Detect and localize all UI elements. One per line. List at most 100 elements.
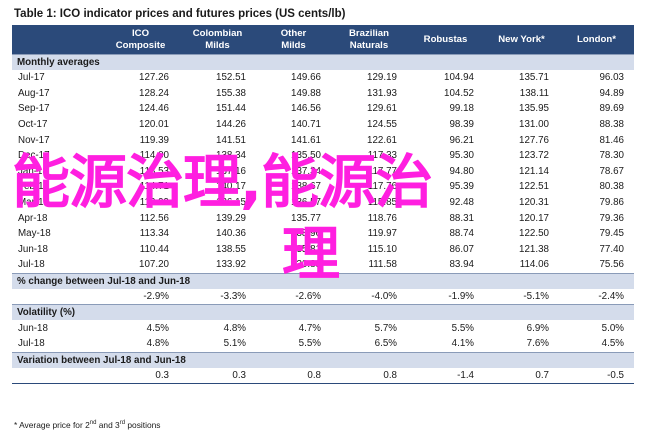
table-title: Table 1: ICO indicator prices and future… [14,8,346,20]
column-header-new-york: New York* [484,25,559,55]
table-cell: 81.46 [599,134,624,146]
table-cell: 155.38 [216,87,246,99]
table-cell: 4.5% [559,335,634,353]
table-cell: 128.24 [139,87,169,99]
price-table: ICO Composite Colombian Milds Other Milds B… [12,25,634,385]
table-cell: -2.9% [102,288,179,306]
row-label: Aug-17 [18,87,50,99]
table-cell: 4.1% [407,335,484,353]
table-cell: 119.97 [367,228,397,240]
table-cell: 5.7% [374,322,397,334]
table-cell: 120.01 [139,119,169,131]
table-cell: 115.10 [367,243,397,255]
table-cell: 130.83 [256,257,331,274]
table-cell: -1.9% [407,288,484,306]
column-header-blank [12,25,102,55]
table-cell: 138.55 [216,243,246,255]
table-cell: 0.7 [484,367,559,385]
table-cell: 113.34 [139,228,169,240]
table-cell: 144.26 [216,119,246,131]
table-cell: 88.31 [449,212,474,224]
row-label: Nov-17 [18,134,50,146]
table-cell: 78.67 [599,165,624,177]
table-row: Jan-18 113.53 137.16 137.34 117.77 94.80 121.1… [12,164,634,180]
table-row: Sep-17 124.46 151.44 146.56 129.61 99.18 135.9… [12,101,634,117]
table-cell: 98.39 [449,119,474,131]
section-header-label: Monthly averages [12,54,634,70]
table-cell: 114.00 [139,150,169,162]
table-cell: -4.0% [331,288,407,306]
table-cell: -0.5 [559,367,634,385]
table-cell: -3.3% [179,288,256,306]
table-cell: -5.1% [484,288,559,306]
table-cell: 122.51 [519,181,549,193]
table-cell: 136.57 [291,197,321,209]
table-cell: 139.29 [216,212,246,224]
row-label: Dec-17 [18,150,50,162]
table-cell: 0.8 [331,367,407,385]
table-row: Oct-17 120.01 144.26 140.71 124.55 98.39 131.0… [12,117,634,133]
table-cell: 0.3 [179,367,256,385]
table-cell: 121.38 [519,243,549,255]
row-label: Apr-18 [18,212,48,224]
row-label: Jan-18 [18,165,48,177]
table-cell: 79.36 [599,212,624,224]
table-row: Dec-17 114.00 138.34 135.50 117.33 95.30 123.7… [12,148,634,164]
table-cell: 138.11 [519,87,549,99]
table-cell: 149.88 [291,87,321,99]
table-cell: 152.51 [216,72,246,84]
column-header-row: ICO Composite Colombian Milds Other Milds B… [12,25,634,55]
table-cell: 5.1% [179,335,256,353]
row-label: Jul-18 [12,335,102,353]
row-label: Jul-17 [18,72,45,84]
row-label: Jun-18 [18,243,48,255]
column-header-brazilian-naturals: Brazilian Naturals [331,25,407,55]
section-monthly-averages: Monthly averages [12,54,634,70]
table-cell: 136.15 [216,197,246,209]
table-cell: 4.5% [146,322,169,334]
table-cell: 137.34 [291,165,321,177]
table-cell: 127.26 [139,72,169,84]
table-cell: 124.46 [139,103,169,115]
table-cell: 133.92 [179,257,256,274]
footnote: * Average price for 2nd and 3rd position… [14,420,161,430]
table-row: -2.9% -3.3% -2.6% -4.0% -1.9% -5.1% -2.4% [12,288,634,306]
table-cell: 137.16 [216,165,246,177]
table-row: Aug-17 128.24 155.38 149.88 131.93 104.52 138.… [12,86,634,102]
table-cell: 4.8% [102,335,179,353]
table-cell: 107.20 [102,257,179,274]
row-label: Oct-17 [18,119,48,131]
row-label: Jul-18 [12,257,102,274]
section-pct-change: % change between Jul-18 and Jun-18 [12,272,634,289]
column-header-ico-composite: ICO Composite [102,25,179,55]
table-row: May-18 113.34 140.36 138.96 119.97 88.74 122.5… [12,226,634,242]
table-row: Jun-18 4.5% 4.8% 4.7% 5.7% 5.5% 6.9% 5.0% [12,320,634,336]
table-cell: 94.80 [449,165,474,177]
table-cell: 6.9% [526,322,549,334]
table-row: 0.3 0.3 0.8 0.8 -1.4 0.7 -0.5 [12,367,634,385]
table-cell: 114.06 [484,257,559,274]
table-cell: 110.44 [139,243,169,255]
table-cell: 124.55 [367,119,397,131]
table-cell: 95.39 [449,181,474,193]
table-cell: 140.36 [216,228,246,240]
table-cell: -2.6% [256,288,331,306]
column-header-robustas: Robustas [407,25,484,55]
table-cell: 135.77 [291,212,321,224]
table-cell: 112.99 [139,197,169,209]
table-cell: 4.7% [298,322,321,334]
table-cell: 140.71 [291,119,321,131]
table-cell: 88.74 [449,228,474,240]
table-cell: 5.0% [601,322,624,334]
table-cell: 92.48 [449,197,474,209]
section-volatility: Volatility (%) [12,304,634,321]
column-header-other-milds: Other Milds [256,25,331,55]
table-cell: 123.72 [519,150,549,162]
table-cell: 5.5% [256,335,331,353]
table-cell: 94.89 [599,87,624,99]
column-header-london: London* [559,25,634,55]
table-cell: 104.94 [444,72,474,84]
table-cell: 121.14 [519,165,549,177]
table-cell: 79.45 [599,228,624,240]
table-cell: 141.61 [291,134,321,146]
